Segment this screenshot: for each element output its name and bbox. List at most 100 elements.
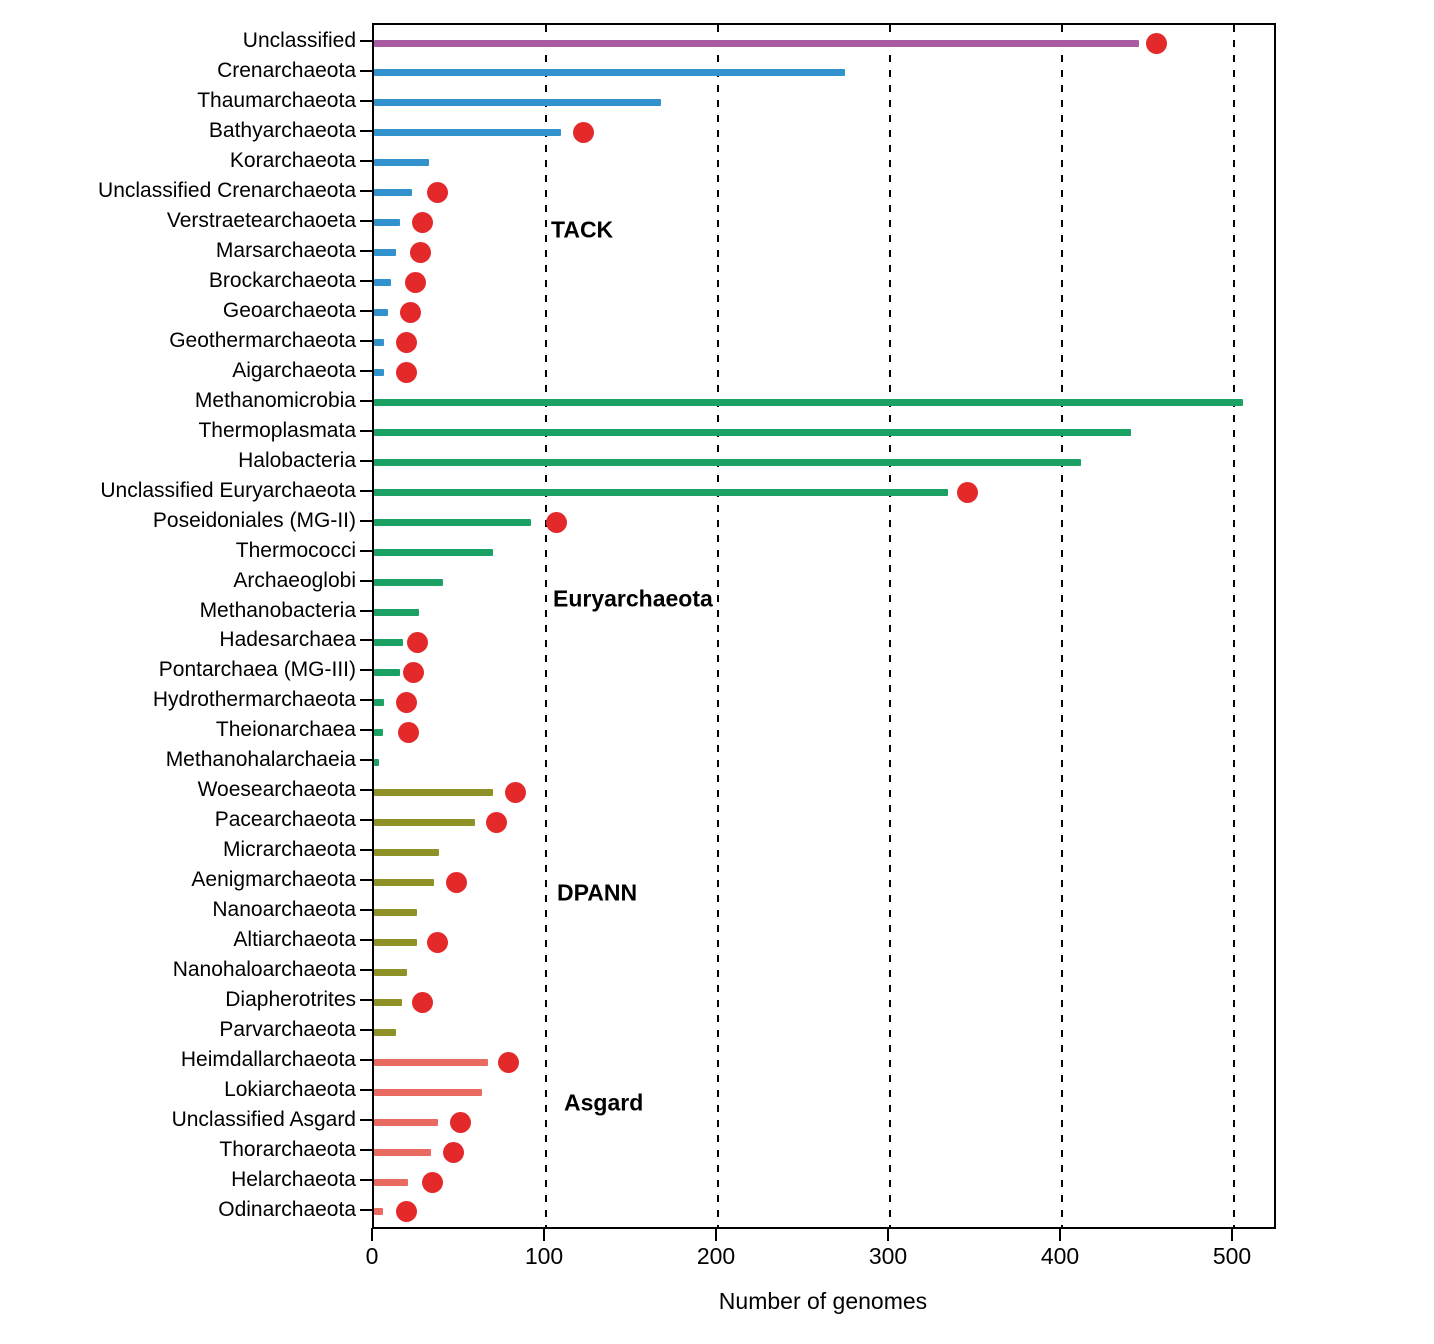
category-label: Woesearchaeota xyxy=(197,778,356,802)
bar xyxy=(374,519,531,527)
bar xyxy=(374,968,407,976)
y-tick xyxy=(360,549,372,552)
x-axis-title: Number of genomes xyxy=(718,1288,928,1314)
y-tick xyxy=(360,579,372,582)
bar xyxy=(374,818,476,826)
bar xyxy=(374,698,385,706)
category-label: Hadesarchaea xyxy=(219,628,356,652)
bar xyxy=(374,549,493,557)
category-label: Parvarchaeota xyxy=(219,1018,356,1042)
bar xyxy=(374,1118,438,1126)
y-tick xyxy=(360,1208,372,1211)
gridline-500 xyxy=(1233,25,1235,1227)
y-tick xyxy=(360,789,372,792)
bar xyxy=(374,249,397,257)
y-tick xyxy=(360,489,372,492)
category-label: Poseidoniales (MG-II) xyxy=(152,508,356,532)
bar xyxy=(374,938,417,946)
bar xyxy=(374,399,1243,407)
dot xyxy=(427,931,449,953)
category-label: Halobacteria xyxy=(238,448,356,472)
dot xyxy=(397,721,419,743)
category-label: Pacearchaeota xyxy=(214,808,356,832)
y-tick xyxy=(360,429,372,432)
dot xyxy=(427,182,449,204)
y-tick xyxy=(360,729,372,732)
dot xyxy=(1146,32,1168,54)
bar xyxy=(374,309,388,317)
gridline-200 xyxy=(717,25,719,1227)
y-tick xyxy=(360,159,372,162)
x-tick-200 xyxy=(715,1228,717,1241)
y-tick xyxy=(360,279,372,282)
bar xyxy=(374,728,383,736)
bar xyxy=(374,609,419,616)
dot xyxy=(399,302,421,324)
category-label: Brockarchaeota xyxy=(208,268,356,292)
x-tick-label-400: 400 xyxy=(1040,1243,1080,1269)
category-label: Micrarchaeota xyxy=(222,838,356,862)
x-tick-label-0: 0 xyxy=(365,1243,379,1269)
category-label: Thermoplasmata xyxy=(198,418,356,442)
category-label: Geoarchaeota xyxy=(222,298,356,322)
x-tick-300 xyxy=(887,1228,889,1241)
y-tick xyxy=(360,369,372,372)
bar xyxy=(374,1028,397,1036)
x-tick-0 xyxy=(371,1228,373,1241)
dot xyxy=(406,631,428,653)
y-tick xyxy=(360,1179,372,1181)
dot xyxy=(411,991,433,1013)
category-label: Heimdallarchaeota xyxy=(180,1048,356,1072)
dot xyxy=(446,871,468,893)
category-label: Nanoarchaeota xyxy=(212,898,356,922)
dot xyxy=(956,482,978,504)
y-tick xyxy=(360,339,372,342)
category-label: Crenarchaeota xyxy=(217,58,356,82)
category-label: Unclassified Crenarchaeota xyxy=(98,178,356,202)
x-tick-400 xyxy=(1059,1228,1061,1241)
category-label: Thorarchaeota xyxy=(219,1138,356,1162)
y-tick xyxy=(360,459,372,462)
dot xyxy=(396,362,418,384)
y-tick xyxy=(360,639,372,642)
category-label: Unclassified Asgard xyxy=(171,1108,356,1132)
gridline-100 xyxy=(545,25,547,1227)
category-label: Archaeoglobi xyxy=(233,568,356,592)
category-label: Methanohalarchaeia xyxy=(165,748,356,772)
y-tick xyxy=(360,189,372,192)
category-label: Diapherotrites xyxy=(225,988,356,1012)
bar xyxy=(374,758,380,766)
category-label: Geothermarchaeota xyxy=(169,328,356,352)
bar xyxy=(374,99,662,107)
y-tick xyxy=(360,999,372,1002)
y-tick xyxy=(360,69,372,72)
bar xyxy=(374,579,443,587)
bar xyxy=(374,159,430,167)
y-tick xyxy=(360,849,372,852)
category-label: Marsarchaeota xyxy=(215,238,356,262)
dot xyxy=(504,781,526,803)
bar xyxy=(374,129,562,137)
y-tick xyxy=(360,249,372,252)
x-tick-label-100: 100 xyxy=(524,1243,564,1269)
dot xyxy=(449,1111,471,1133)
bar xyxy=(374,429,1131,437)
category-label: Altiarchaeota xyxy=(233,928,356,952)
y-tick xyxy=(360,519,372,522)
category-label: Methanomicrobia xyxy=(194,388,356,412)
y-tick xyxy=(360,909,372,912)
y-tick xyxy=(360,1089,372,1092)
y-tick xyxy=(360,819,372,822)
group-label-dpann: DPANN xyxy=(557,879,638,906)
category-label: Hydrothermarchaeota xyxy=(152,688,356,712)
bar xyxy=(374,369,385,377)
x-tick-label-300: 300 xyxy=(868,1243,908,1269)
y-tick xyxy=(360,939,372,942)
bar xyxy=(374,489,949,497)
bar xyxy=(374,1148,431,1156)
category-label: Korarchaeota xyxy=(229,148,356,172)
category-label: Pontarchaea (MG-III) xyxy=(158,658,356,682)
category-label: Methanobacteria xyxy=(199,598,356,622)
bar xyxy=(374,69,846,77)
dot xyxy=(573,122,595,144)
